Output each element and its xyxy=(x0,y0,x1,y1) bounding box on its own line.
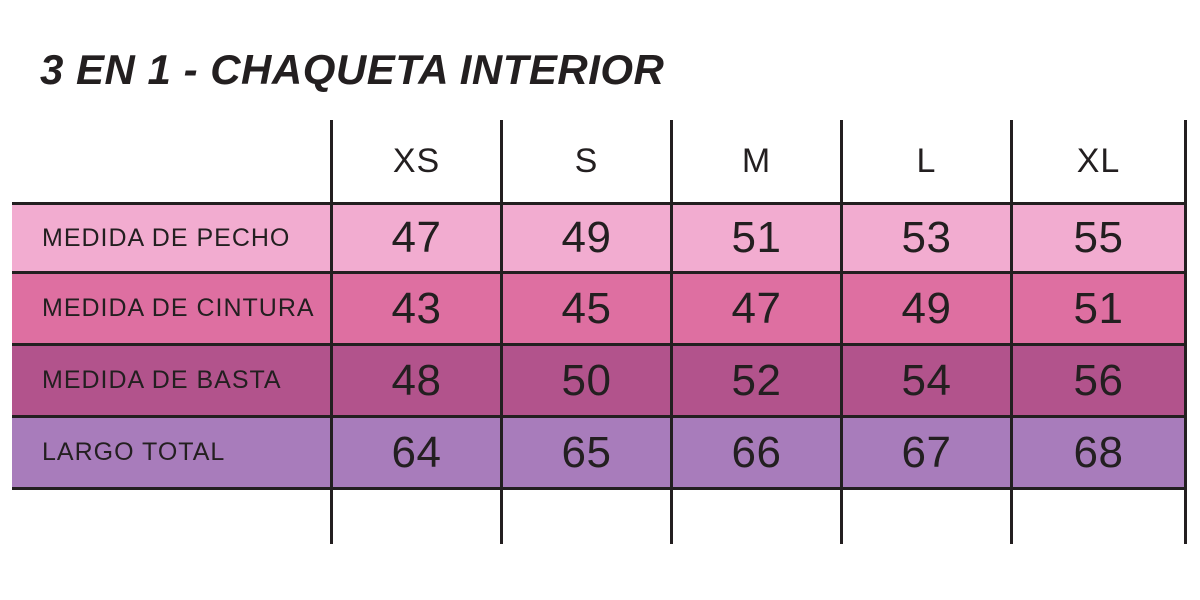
row-label-medida-de-basta: MEDIDA DE BASTA xyxy=(12,346,333,418)
row-label-medida-de-pecho: MEDIDA DE PECHO xyxy=(12,202,333,274)
column-header-m: M xyxy=(673,120,843,202)
table-cell: 64 xyxy=(333,418,503,490)
table-footer-spacer xyxy=(673,490,843,544)
page-title: 3 EN 1 - CHAQUETA INTERIOR xyxy=(40,46,665,93)
row-label-largo-total: LARGO TOTAL xyxy=(12,418,333,490)
table-cell: 55 xyxy=(1013,202,1187,274)
table-cell: 56 xyxy=(1013,346,1187,418)
table-footer-spacer xyxy=(503,490,673,544)
table-cell: 48 xyxy=(333,346,503,418)
table-cell: 49 xyxy=(503,202,673,274)
table-cell: 53 xyxy=(843,202,1013,274)
table-footer-spacer xyxy=(843,490,1013,544)
table-cell: 54 xyxy=(843,346,1013,418)
table-cell: 50 xyxy=(503,346,673,418)
table-footer-spacer xyxy=(1013,490,1187,544)
table-cell: 49 xyxy=(843,274,1013,346)
header-spacer-cell xyxy=(12,120,333,202)
table-cell: 65 xyxy=(503,418,673,490)
table-cell: 66 xyxy=(673,418,843,490)
table-cell: 51 xyxy=(673,202,843,274)
size-table: XS S M L XL MEDIDA DE PECHO 47 49 51 53 … xyxy=(12,120,1187,544)
table-cell: 45 xyxy=(503,274,673,346)
table-cell: 47 xyxy=(673,274,843,346)
row-label-medida-de-cintura: MEDIDA DE CINTURA xyxy=(12,274,333,346)
table-cell: 51 xyxy=(1013,274,1187,346)
table-cell: 43 xyxy=(333,274,503,346)
table-cell: 68 xyxy=(1013,418,1187,490)
table-cell: 47 xyxy=(333,202,503,274)
column-header-l: L xyxy=(843,120,1013,202)
table-cell: 52 xyxy=(673,346,843,418)
table-footer-spacer xyxy=(333,490,503,544)
table-footer-spacer xyxy=(12,490,333,544)
column-header-xs: XS xyxy=(333,120,503,202)
column-header-s: S xyxy=(503,120,673,202)
column-header-xl: XL xyxy=(1013,120,1187,202)
table-cell: 67 xyxy=(843,418,1013,490)
